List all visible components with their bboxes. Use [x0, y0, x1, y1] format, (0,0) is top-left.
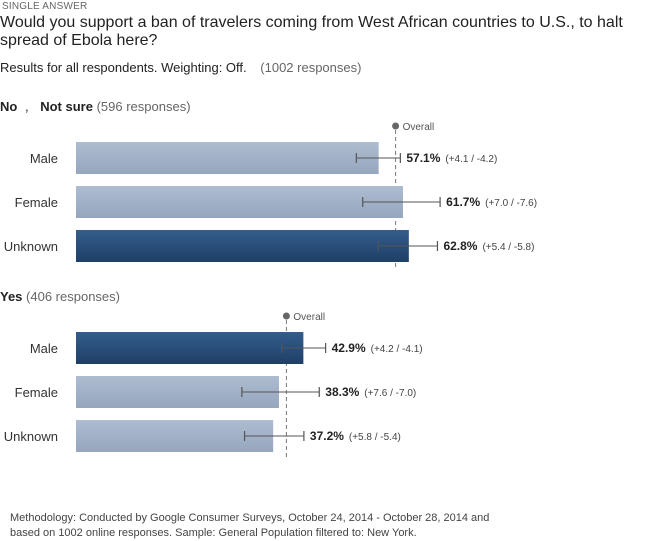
group-responses: (406 responses) — [26, 289, 120, 304]
ci-label: (+7.0 / -7.6) — [485, 198, 537, 209]
category-label: Female — [15, 385, 58, 400]
overall-label: Overall — [293, 312, 325, 323]
category-label: Unknown — [4, 239, 58, 254]
results-summary: Results for all respondents. Weighting: … — [0, 60, 361, 75]
ci-label: (+5.8 / -5.4) — [349, 432, 401, 443]
group-header-yes: Yes (406 responses) — [0, 289, 120, 304]
category-label: Unknown — [4, 429, 58, 444]
bar — [76, 142, 379, 174]
value-label: 37.2% — [310, 429, 344, 443]
category-label: Male — [30, 151, 58, 166]
value-label: 61.7% — [446, 195, 480, 209]
overall-label: Overall — [403, 122, 435, 133]
ci-label: (+7.6 / -7.0) — [364, 388, 416, 399]
value-label: 38.3% — [325, 385, 359, 399]
value-label: 62.8% — [443, 239, 477, 253]
methodology-note: Methodology: Conducted by Google Consume… — [10, 512, 490, 539]
group-title-not-sure: Not sure — [40, 99, 93, 114]
question-type-label: SINGLE ANSWER — [2, 1, 88, 12]
bar — [76, 230, 409, 262]
group-title-separator: , — [24, 99, 29, 114]
ci-label: (+4.2 / -4.1) — [371, 344, 423, 355]
bar — [76, 332, 304, 364]
ci-label: (+5.4 / -5.8) — [482, 242, 534, 253]
group-header-no-not-sure: No , Not sure (596 responses) — [0, 99, 191, 114]
category-label: Female — [15, 195, 58, 210]
value-label: 42.9% — [332, 341, 366, 355]
bar — [76, 420, 274, 452]
group-title-no: No — [0, 99, 18, 114]
results-weighting-text: Results for all respondents. Weighting: … — [0, 60, 247, 75]
total-responses: (1002 responses) — [260, 60, 362, 75]
value-label: 57.1% — [406, 151, 440, 165]
category-label: Male — [30, 341, 58, 356]
ci-label: (+4.1 / -4.2) — [445, 154, 497, 165]
group-responses: (596 responses) — [96, 99, 191, 114]
overall-marker-icon — [392, 122, 400, 130]
bar — [76, 186, 404, 218]
overall-marker-icon — [282, 312, 290, 320]
group-title-yes: Yes — [0, 289, 23, 304]
question-title: Would you support a ban of travelers com… — [0, 14, 623, 49]
